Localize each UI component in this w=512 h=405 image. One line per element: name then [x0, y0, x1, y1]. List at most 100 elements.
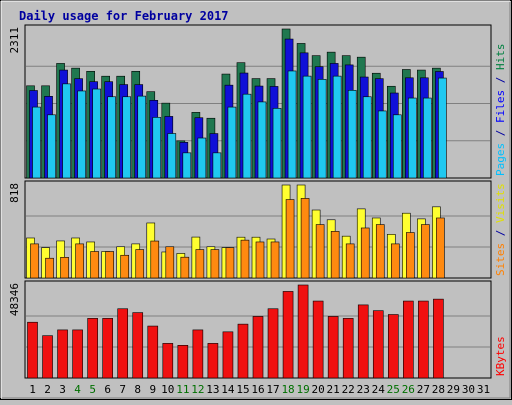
visits-panel-bar-sites [195, 249, 205, 279]
x-tick-label: 9 [149, 383, 156, 396]
kbytes-panel-bar-kbytes [312, 300, 324, 379]
x-tick-label: 22 [342, 383, 355, 396]
hits-panel-bar-pages [272, 108, 282, 179]
visits-panel-bar-sites [105, 251, 114, 279]
x-tick-label: 28 [432, 383, 445, 396]
x-tick-label: 17 [266, 383, 279, 396]
hits-panel-bar-pages [242, 93, 252, 179]
kbytes-panel-bar-kbytes [27, 321, 38, 379]
hits-panel-bar-pages [377, 110, 387, 179]
x-tick-label: 15 [236, 383, 249, 396]
x-tick-label: 25 [387, 383, 400, 396]
hits-panel-bar-pages [47, 114, 56, 179]
hits-panel-bar-pages [317, 79, 327, 179]
visits-panel-bar-sites [60, 257, 69, 279]
kbytes-panel-bar-kbytes [102, 318, 113, 379]
x-tick-label: 5 [89, 383, 96, 396]
hits-panel-bar-pages [167, 133, 177, 179]
visits-panel-bar-sites [390, 243, 400, 279]
visits-panel-bar-sites [225, 247, 235, 279]
visits-panel-bar-sites [30, 243, 39, 279]
kbytes-panel-bar-kbytes [342, 318, 354, 379]
hits-panel-bar-pages [32, 106, 41, 179]
kbytes-panel-legend: KBytes [494, 336, 507, 376]
visits-panel-bar-sites [75, 243, 84, 279]
x-tick-label: 16 [251, 383, 264, 396]
x-tick-label: 14 [221, 383, 235, 396]
hits-panel-bar-pages [362, 96, 372, 179]
hits-panel-bar-pages [212, 152, 222, 179]
kbytes-panel-bar-kbytes [162, 343, 174, 379]
visits-panel-bar-sites [406, 232, 415, 279]
legend-entry: KBytes [494, 336, 507, 376]
visits-panel-bar-sites [90, 251, 99, 279]
visits-panel-bar-sites [315, 224, 325, 279]
x-tick-label: 31 [477, 383, 490, 396]
visits-panel-bar-sites [120, 254, 130, 279]
visits-panel-bar-sites [135, 249, 145, 279]
hits-panel-legend: Pages / Files / Hits [494, 44, 507, 177]
kbytes-panel-bar-kbytes [132, 312, 144, 379]
x-tick-label: 1 [29, 383, 36, 396]
kbytes-panel-bar-kbytes [387, 314, 399, 379]
x-tick-label: 21 [327, 383, 340, 396]
hits-panel-bar-pages [347, 90, 357, 179]
hits-panel-max-label: 2311 [8, 27, 21, 54]
kbytes-panel-bar-kbytes [87, 318, 98, 379]
visits-panel-max-label: 818 [8, 183, 21, 203]
hits-panel-bar-pages [438, 77, 447, 179]
legend-entry: Visits [494, 183, 507, 223]
kbytes-panel-bar-kbytes [433, 298, 444, 379]
legend-entry: Sites [494, 243, 507, 276]
kbytes-panel-bar-kbytes [177, 344, 189, 379]
hits-panel-bar-pages [257, 101, 267, 179]
kbytes-panel-bar-kbytes [267, 308, 279, 379]
legend-entry: Pages [494, 143, 507, 176]
visits-panel-bar-sites [45, 257, 54, 279]
visits-panel-bar-sites [150, 240, 160, 279]
kbytes-panel-bar-kbytes [252, 316, 264, 379]
legend-entry: Hits [494, 44, 507, 71]
visits-panel-bar-sites [375, 224, 385, 279]
x-tick-label: 29 [447, 383, 460, 396]
hits-panel-bar-pages [182, 152, 192, 179]
hits-panel-bar-pages [62, 83, 71, 179]
kbytes-panel-bar-kbytes [327, 316, 339, 379]
x-tick-label: 10 [161, 383, 174, 396]
kbytes-panel-bar-kbytes [207, 343, 219, 379]
hits-panel-bar-pages [227, 106, 237, 179]
legend-entry: / [494, 123, 507, 143]
visits-panel-bar-sites [330, 231, 340, 279]
hits-panel-bar-pages [137, 95, 147, 179]
hits-panel-bar-pages [423, 97, 432, 179]
x-tick-label: 4 [74, 383, 81, 396]
x-tick-label: 6 [104, 383, 111, 396]
kbytes-panel-bar-kbytes [57, 329, 68, 379]
x-tick-label: 2 [44, 383, 51, 396]
hits-panel-bar-pages [287, 70, 297, 179]
x-tick-label: 20 [312, 383, 325, 396]
visits-panel-legend: Sites / Visits [494, 183, 507, 276]
visits-panel-bar-sites [300, 198, 310, 279]
x-tick-label: 30 [462, 383, 475, 396]
kbytes-panel-max-label: 48346 [8, 283, 21, 316]
legend-entry: Files [494, 90, 507, 123]
x-tick-label: 18 [281, 383, 294, 396]
kbytes-panel-bar-kbytes [147, 325, 159, 379]
x-tick-label: 13 [206, 383, 219, 396]
kbytes-panel-bar-kbytes [222, 331, 234, 379]
hits-panel-bar-pages [107, 96, 116, 179]
x-tick-label: 26 [402, 383, 415, 396]
kbytes-panel-bar-kbytes [357, 304, 369, 379]
kbytes-panel-bar-kbytes [42, 335, 53, 379]
visits-panel-bar-sites [345, 243, 355, 279]
hits-panel-bar-pages [392, 114, 402, 179]
x-tick-label: 7 [119, 383, 126, 396]
x-tick-label: 19 [296, 383, 309, 396]
x-tick-label: 12 [191, 383, 204, 396]
visits-panel-bar-sites [165, 246, 175, 279]
visits-panel-bar-sites [210, 249, 220, 279]
kbytes-panel-bar-kbytes [403, 300, 414, 379]
x-tick-label: 11 [176, 383, 189, 396]
